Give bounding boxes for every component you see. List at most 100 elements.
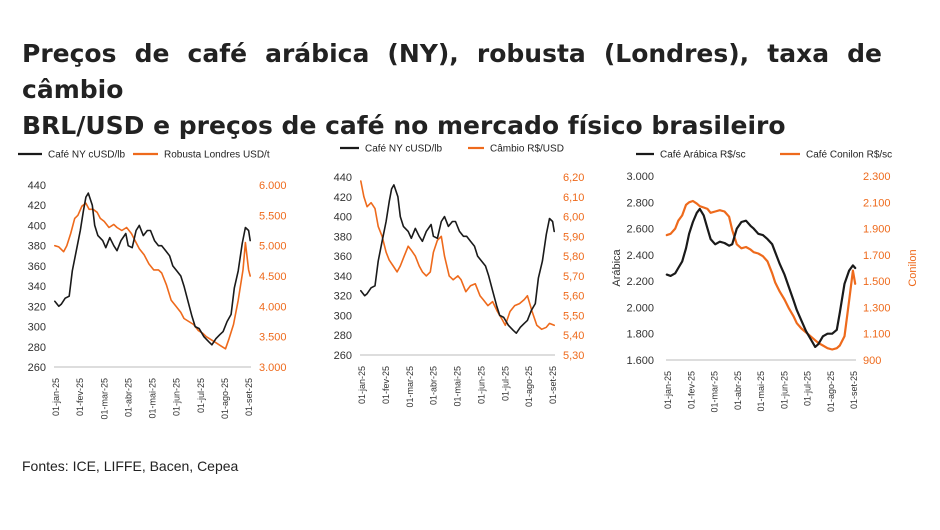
x-tick-label: 01-jun-25 bbox=[779, 371, 789, 409]
y-right-tick-label: 3.000 bbox=[259, 362, 287, 374]
x-tick-label: 01-jun-25 bbox=[476, 366, 486, 404]
x-tick-label: 01-ago-25 bbox=[826, 371, 836, 412]
y-right-tick-label: 5,70 bbox=[563, 271, 584, 283]
y-right-tick-label: 5,50 bbox=[563, 310, 584, 322]
x-tick-label: 01-jul-25 bbox=[803, 371, 813, 406]
y-left-tick-label: 380 bbox=[334, 231, 352, 243]
y-left-tick-label: 300 bbox=[334, 310, 352, 322]
x-tick-label: 01-mar-25 bbox=[710, 371, 720, 413]
y-right-tick-label: 5.500 bbox=[259, 210, 287, 222]
y-left-tick-label: 280 bbox=[28, 342, 46, 354]
x-tick-label: 01-fev-25 bbox=[75, 378, 85, 416]
y-right-tick-label: 5,30 bbox=[563, 350, 584, 362]
series-line-robusta-londres-usd-t bbox=[53, 202, 251, 350]
series-line-caf-ny-cusd-lb bbox=[359, 184, 555, 334]
y-right-tick-label: 1.500 bbox=[863, 276, 891, 288]
y-left-tick-label: 2.000 bbox=[626, 302, 654, 314]
x-tick-label: 01-fev-25 bbox=[381, 366, 391, 404]
y-left-tick-label: 280 bbox=[334, 330, 352, 342]
chart-coffee-ny-robusta: Café NY cUSD/lb Robusta Londres USD/t 01-j… bbox=[8, 135, 308, 430]
legend-label-2: Robusta Londres USD/t bbox=[164, 150, 270, 161]
x-tick-label: 01-set-25 bbox=[244, 378, 254, 416]
y-left-tick-label: 2.200 bbox=[626, 276, 654, 288]
x-tick-label: 01-abr-25 bbox=[733, 371, 743, 410]
y-left-tick-label: 360 bbox=[334, 251, 352, 263]
series-line-caf-ny-cusd-lb bbox=[53, 192, 251, 346]
y-left-tick-label: 260 bbox=[28, 362, 46, 374]
series-line-caf-conilon-r-sc bbox=[665, 199, 857, 351]
x-tick-label: 01-jan-25 bbox=[51, 378, 61, 416]
y-right-tick-label: 1.900 bbox=[863, 224, 891, 236]
x-tick-label: 01-jun-25 bbox=[172, 378, 182, 416]
y-right-tick-label: 1.300 bbox=[863, 302, 891, 314]
y-left-tick-label: 400 bbox=[334, 212, 352, 224]
x-tick-label: 01-set-25 bbox=[548, 366, 558, 404]
x-tick-label: 01-ago-25 bbox=[524, 366, 534, 407]
series-line-c-mbio-r-usd bbox=[359, 180, 555, 331]
y-right-tick-label: 2.100 bbox=[863, 197, 891, 209]
y-left-tick-label: 2.800 bbox=[626, 197, 654, 209]
legend-label-2: Câmbio R$/USD bbox=[490, 144, 564, 155]
y-left-tick-label: 300 bbox=[28, 322, 46, 334]
sources-note: Fontes: ICE, LIFFE, Bacen, Cepea bbox=[22, 458, 239, 474]
x-tick-label: 01-set-25 bbox=[849, 371, 859, 409]
page-title-line-2: BRL/USD e preços de café no mercado físi… bbox=[22, 111, 786, 140]
y-left-tick-label: 3.000 bbox=[626, 171, 654, 183]
page-title: Preços de café arábica (NY), robusta (Lo… bbox=[22, 36, 882, 144]
y-right-axis-title: Conilon bbox=[907, 249, 919, 286]
y-left-tick-label: 340 bbox=[28, 281, 46, 293]
x-tick-label: 01-mai-25 bbox=[148, 378, 158, 419]
y-right-tick-label: 6,00 bbox=[563, 212, 584, 224]
y-left-tick-label: 340 bbox=[334, 271, 352, 283]
y-left-tick-label: 420 bbox=[334, 192, 352, 204]
y-right-tick-label: 4.500 bbox=[259, 271, 287, 283]
y-left-tick-label: 400 bbox=[28, 220, 46, 232]
x-tick-label: 01-abr-25 bbox=[429, 366, 439, 405]
y-right-tick-label: 2.300 bbox=[863, 171, 891, 183]
legend-label-1: Café Arábica R$/sc bbox=[660, 150, 746, 161]
x-tick-label: 01-mar-25 bbox=[405, 366, 415, 408]
y-right-tick-label: 5.000 bbox=[259, 241, 287, 253]
chart-arabica-conilon-brazil: Café Arábica R$/sc Café Conilon R$/sc 01-j… bbox=[608, 135, 928, 430]
y-right-tick-label: 5,80 bbox=[563, 251, 584, 263]
y-left-tick-label: 320 bbox=[28, 301, 46, 313]
y-left-tick-label: 320 bbox=[334, 291, 352, 303]
y-right-tick-label: 6,20 bbox=[563, 172, 584, 184]
x-tick-label: 01-jul-25 bbox=[196, 378, 206, 413]
x-tick-label: 01-mai-25 bbox=[453, 366, 463, 407]
y-left-tick-label: 2.600 bbox=[626, 224, 654, 236]
chart-coffee-ny-exchange-rate: Café NY cUSD/lb Câmbio R$/USD 01-jan-25 01-… bbox=[318, 135, 618, 430]
legend-label-1: Café NY cUSD/lb bbox=[48, 150, 126, 161]
legend-label-2: Café Conilon R$/sc bbox=[806, 150, 892, 161]
x-tick-label: 01-mar-25 bbox=[99, 378, 109, 420]
x-tick-label: 01-mai-25 bbox=[756, 371, 766, 412]
y-right-tick-label: 6,10 bbox=[563, 192, 584, 204]
y-right-tick-label: 6.000 bbox=[259, 180, 287, 192]
x-tick-label: 01-jan-25 bbox=[357, 366, 367, 404]
y-left-tick-label: 1.600 bbox=[626, 355, 654, 367]
y-right-tick-label: 900 bbox=[863, 355, 881, 367]
x-tick-label: 01-jul-25 bbox=[500, 366, 510, 401]
y-left-tick-label: 260 bbox=[334, 350, 352, 362]
y-right-tick-label: 5,90 bbox=[563, 231, 584, 243]
y-left-axis-title: Arábica bbox=[611, 248, 623, 286]
y-right-tick-label: 5,40 bbox=[563, 330, 584, 342]
y-left-tick-label: 2.400 bbox=[626, 250, 654, 262]
y-left-tick-label: 1.800 bbox=[626, 329, 654, 341]
y-left-tick-label: 440 bbox=[28, 180, 46, 192]
x-tick-label: 01-abr-25 bbox=[123, 378, 133, 417]
y-right-tick-label: 1.700 bbox=[863, 250, 891, 262]
x-tick-label: 01-ago-25 bbox=[220, 378, 230, 419]
y-left-tick-label: 360 bbox=[28, 261, 46, 273]
x-tick-label: 01-jan-25 bbox=[663, 371, 673, 409]
x-tick-label: 01-fev-25 bbox=[686, 371, 696, 409]
y-left-tick-label: 420 bbox=[28, 200, 46, 212]
series-line-caf-ar-bica-r-sc bbox=[665, 207, 857, 348]
y-right-tick-label: 4.000 bbox=[259, 301, 287, 313]
y-right-tick-label: 1.100 bbox=[863, 329, 891, 341]
page-title-line-1: Preços de café arábica (NY), robusta (Lo… bbox=[22, 39, 882, 104]
y-left-tick-label: 440 bbox=[334, 172, 352, 184]
y-left-tick-label: 380 bbox=[28, 241, 46, 253]
y-right-tick-label: 5,60 bbox=[563, 291, 584, 303]
legend-label-1: Café NY cUSD/lb bbox=[365, 144, 443, 155]
